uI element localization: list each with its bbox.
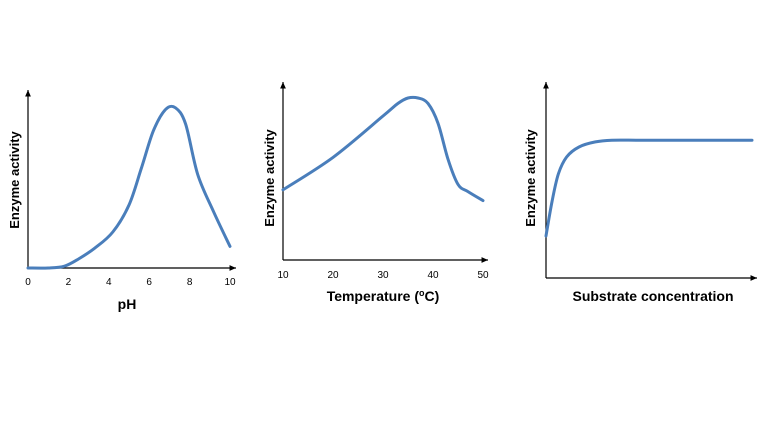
x-tick-label: 2 (66, 277, 72, 288)
chart-temperature: 10 20 30 40 50 Temperature (oC) Enzyme activ… (262, 82, 489, 304)
chart-ph: 0 2 4 6 8 10 pH Enzyme activity (7, 90, 236, 312)
x-tick-label: 6 (146, 277, 152, 288)
y-axis-title: Enzyme activity (523, 128, 538, 226)
x-tick-label: 10 (277, 270, 289, 281)
x-tick-label: 4 (106, 277, 112, 288)
x-tick-label: 40 (427, 270, 439, 281)
x-tick-label: 20 (327, 270, 339, 281)
activity-curve (281, 95, 485, 203)
degree-superscript: o (419, 288, 425, 298)
unit-rest: C) (425, 288, 440, 304)
y-axis-title: Enzyme activity (262, 128, 277, 226)
x-tick-label: 8 (187, 277, 193, 288)
chart-substrate: Substrate concentration Enzyme activity (523, 82, 757, 304)
x-tick-label: 50 (477, 270, 489, 281)
x-axis-title: Substrate concentration (572, 288, 733, 304)
x-axis-title-main: Temperature ( (327, 288, 420, 304)
x-tick-label: 10 (224, 277, 236, 288)
x-axis-title: Temperature (oC) (327, 288, 440, 304)
x-axis-title: pH (118, 296, 137, 312)
y-axis-title: Enzyme activity (7, 130, 22, 228)
x-tick-label: 30 (377, 270, 389, 281)
activity-curve (544, 138, 754, 238)
x-tick-label: 0 (25, 277, 31, 288)
activity-curve (26, 104, 232, 270)
